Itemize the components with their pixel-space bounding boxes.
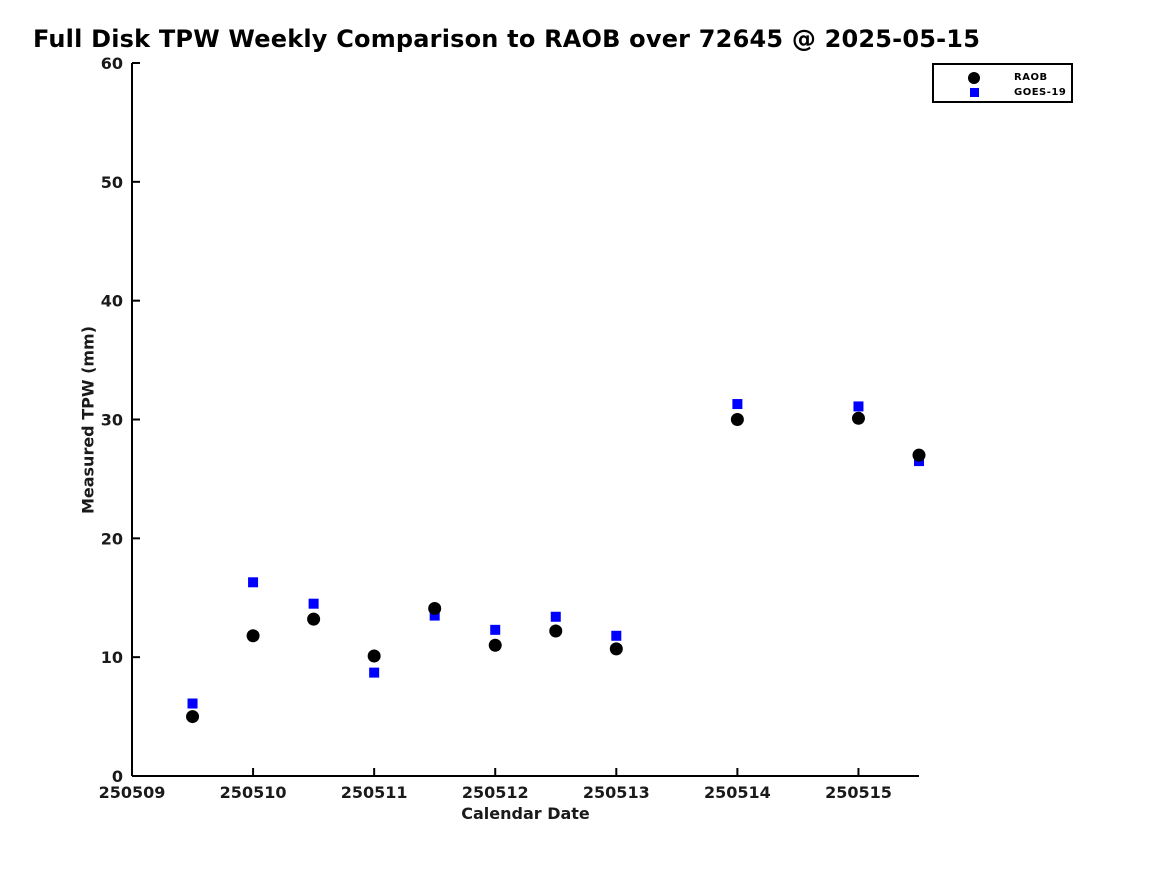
y-tick-label: 60 bbox=[101, 54, 123, 73]
data-point-raob bbox=[549, 624, 563, 638]
data-point-raob bbox=[428, 601, 442, 615]
data-point-goes-19 bbox=[490, 624, 501, 635]
raob-circle-marker-icon bbox=[968, 71, 980, 84]
x-tick-label: 250509 bbox=[99, 783, 166, 802]
data-point-raob bbox=[246, 629, 260, 643]
y-tick-label: 30 bbox=[101, 411, 123, 430]
x-tick-label: 250512 bbox=[462, 783, 529, 802]
data-point-raob bbox=[488, 638, 502, 652]
data-point-raob bbox=[851, 411, 865, 425]
data-point-goes-19 bbox=[369, 667, 380, 678]
data-point-raob bbox=[186, 710, 200, 724]
legend-item-goes-19: GOES-19 bbox=[934, 85, 1071, 100]
chart-title: Full Disk TPW Weekly Comparison to RAOB … bbox=[33, 25, 981, 53]
y-axis-label: Measured TPW (mm) bbox=[78, 325, 98, 515]
x-tick-label: 250511 bbox=[341, 783, 408, 802]
y-tick-label: 0 bbox=[112, 767, 123, 786]
x-tick-label: 250510 bbox=[220, 783, 287, 802]
data-point-goes-19 bbox=[429, 610, 440, 621]
legend-marker-cell bbox=[934, 88, 1014, 97]
y-tick-label: 50 bbox=[101, 173, 123, 192]
legend-label-goes-19: GOES-19 bbox=[1014, 87, 1067, 98]
legend-item-raob: RAOB bbox=[934, 70, 1071, 85]
y-tick-label: 10 bbox=[101, 648, 123, 667]
data-point-goes-19 bbox=[732, 399, 743, 410]
data-point-raob bbox=[367, 649, 381, 663]
x-tick-label: 250513 bbox=[583, 783, 650, 802]
y-tick-label: 40 bbox=[101, 292, 123, 311]
data-point-goes-19 bbox=[187, 698, 198, 709]
data-point-goes-19 bbox=[308, 598, 319, 609]
data-point-raob bbox=[912, 448, 926, 462]
data-point-goes-19 bbox=[853, 401, 864, 412]
y-tick-label: 20 bbox=[101, 529, 123, 548]
x-tick-label: 250514 bbox=[704, 783, 771, 802]
data-point-goes-19 bbox=[550, 611, 561, 622]
legend-label-raob: RAOB bbox=[1014, 72, 1048, 83]
goes-19-square-marker-icon bbox=[969, 88, 979, 97]
data-point-raob bbox=[307, 612, 321, 626]
legend: RAOB GOES-19 bbox=[932, 63, 1073, 103]
x-axis-label: Calendar Date bbox=[461, 804, 590, 823]
data-point-goes-19 bbox=[248, 577, 259, 588]
x-tick-label: 250515 bbox=[825, 783, 892, 802]
data-point-goes-19 bbox=[611, 630, 622, 641]
legend-marker-cell bbox=[934, 71, 1014, 84]
data-point-raob bbox=[730, 413, 744, 426]
data-point-raob bbox=[609, 642, 623, 656]
